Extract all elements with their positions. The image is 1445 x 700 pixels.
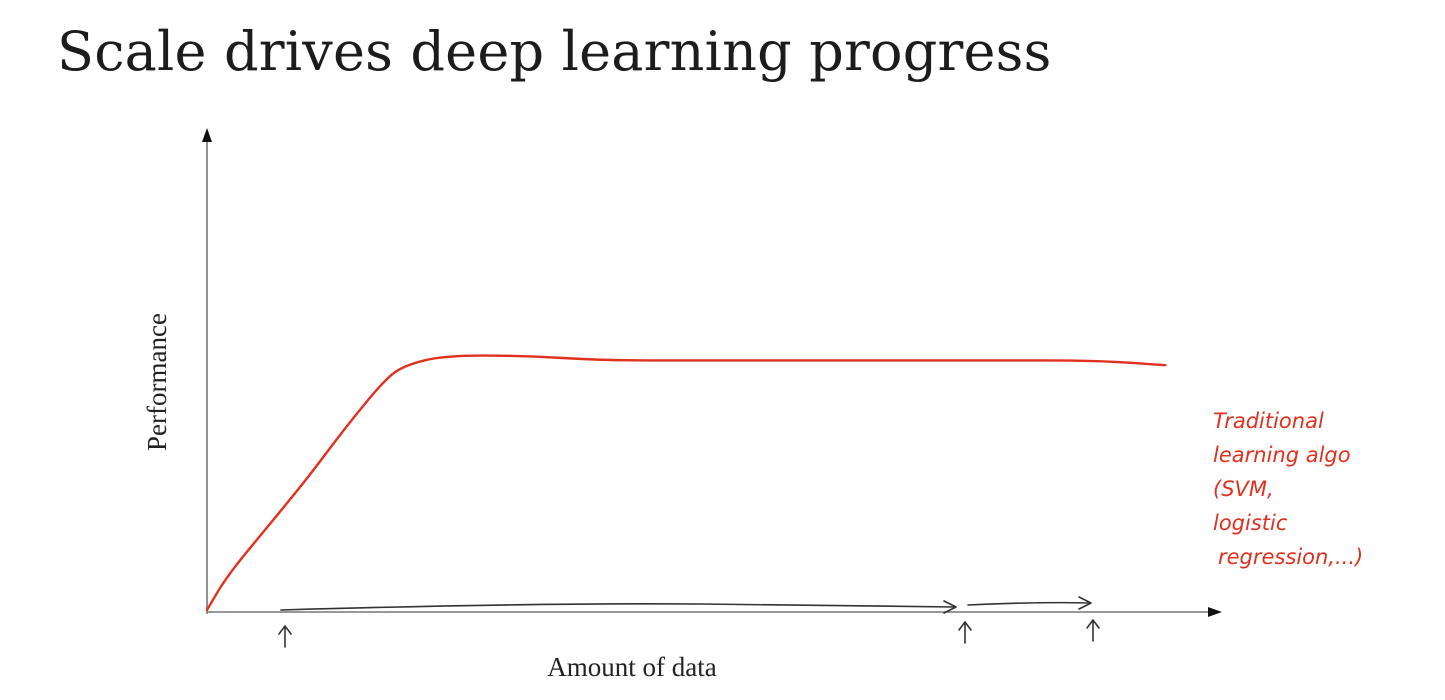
- x-axis-arrow-icon: [1208, 607, 1222, 617]
- annotation-line-5: regression,...): [1218, 545, 1363, 569]
- data-range-line: [280, 603, 956, 611]
- up-arrow-3-icon: [1086, 619, 1100, 642]
- y-axis-arrow-icon: [202, 128, 212, 142]
- annotation-line-3: (SVM,: [1213, 477, 1274, 501]
- annotation-line-1: Traditional: [1213, 409, 1324, 433]
- slide-title: Scale drives deep learning progress: [57, 20, 1052, 83]
- annotation-line-4: logistic: [1213, 511, 1288, 535]
- up-arrow-1-icon: [278, 625, 292, 648]
- up-arrow-2-icon: [958, 621, 972, 644]
- annotation-line-2: learning algo: [1213, 443, 1351, 467]
- series-line-traditional: [205, 354, 1167, 612]
- data-range-marks: [278, 596, 1100, 648]
- data-range-line-2: [967, 601, 1091, 606]
- data-range-arrowhead-2-icon: [1078, 596, 1092, 610]
- series-annotation: Traditional learning algo (SVM, logistic reg…: [1213, 409, 1363, 569]
- x-axis-label: Amount of data: [547, 652, 716, 682]
- data-range-arrowhead-1-icon: [943, 600, 957, 614]
- y-axis-label: Performance: [142, 313, 172, 451]
